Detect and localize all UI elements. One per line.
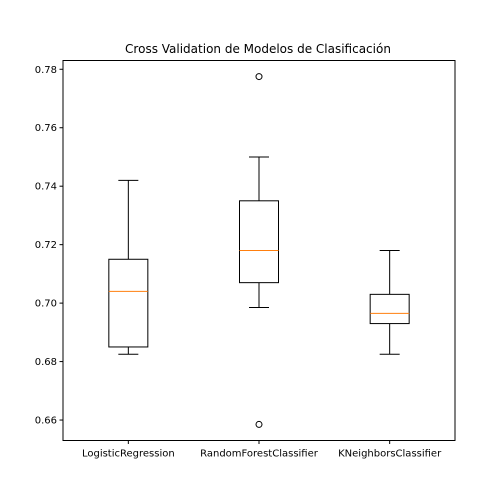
y-tick-label: 0.70 [35, 299, 57, 310]
axes: 0.66 0.68 0.70 0.72 0.74 0.76 0.78 LogisticRegr… [35, 65, 442, 460]
y-tick-label: 0.76 [35, 123, 57, 134]
box-LogisticRegression [108, 179, 149, 355]
chart-title: Cross Validation de Modelos de Clasifica… [125, 42, 391, 56]
box-iqr [108, 258, 149, 348]
box-iqr [239, 200, 279, 284]
x-tick-label: RandomForestClassifier [200, 449, 319, 460]
y-tick-label: 0.72 [35, 240, 57, 251]
box-iqr [369, 293, 410, 325]
y-tick-label: 0.74 [35, 182, 57, 193]
plot-area [108, 73, 410, 428]
x-tick-label: LogisticRegression [82, 449, 175, 460]
box-RandomForestClassifier [239, 73, 279, 428]
y-tick-label: 0.78 [35, 65, 57, 76]
y-tick-label: 0.66 [35, 416, 57, 427]
outlier-point [255, 73, 263, 81]
x-tick-label: KNeighborsClassifier [338, 449, 442, 460]
box-KNeighborsClassifier [369, 250, 410, 355]
y-tick-label: 0.68 [35, 357, 57, 368]
outlier-point [255, 420, 263, 428]
